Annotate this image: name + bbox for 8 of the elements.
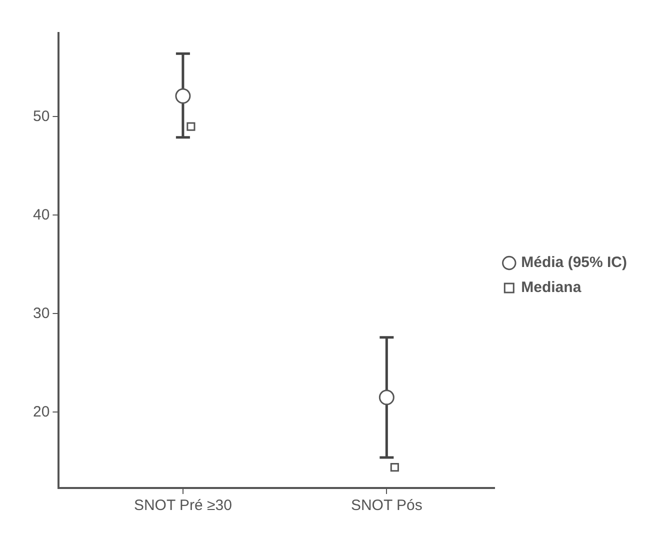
- x-tick-label: SNOT Pré ≥30: [134, 497, 232, 514]
- x-tick-label: SNOT Pós: [350, 497, 422, 514]
- y-tick-label: 20: [32, 403, 50, 420]
- y-tick-label: 50: [32, 108, 50, 125]
- legend-label: Mediana: [521, 279, 582, 296]
- legend-label: Média (95% IC): [521, 254, 628, 272]
- y-tick-label: 30: [32, 304, 50, 322]
- y-tick-label: 40: [32, 206, 50, 224]
